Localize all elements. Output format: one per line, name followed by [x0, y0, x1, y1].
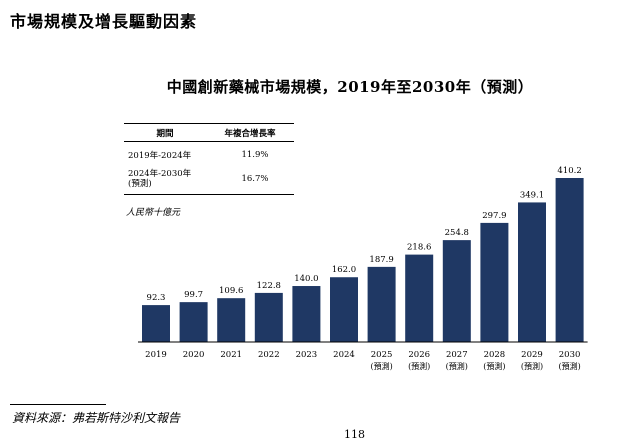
cagr-period: 2024年-2030年 (預測) — [128, 169, 192, 189]
x-tick-forecast-label: (預測) — [558, 361, 580, 371]
x-tick-label: 2019 — [145, 350, 167, 360]
bar — [254, 292, 283, 342]
x-tick-label: 2027 — [446, 350, 468, 360]
cagr-row: 2024年-2030年 (預測) 16.7% — [124, 164, 294, 194]
x-tick-label: 2021 — [220, 350, 242, 360]
bar-value-label: 140.0 — [294, 274, 318, 284]
bar-value-label: 187.9 — [369, 255, 393, 265]
x-tick-label: 2026 — [408, 350, 430, 360]
page-number: 118 — [344, 428, 365, 441]
bar-value-label: 162.0 — [332, 265, 356, 275]
chart-title: 中國創新藥械市場規模，2019年至2030年（預測） — [166, 78, 534, 96]
x-tick-forecast-label: (預測) — [521, 361, 543, 371]
cagr-value: 11.9% — [241, 150, 269, 160]
bar — [367, 266, 396, 342]
bar-value-label: 297.9 — [482, 211, 506, 221]
x-tick-label: 2030 — [559, 350, 581, 360]
cagr-header-period: 期間 — [156, 128, 174, 139]
x-tick-label: 2023 — [296, 350, 318, 360]
x-tick-label: 2020 — [183, 350, 205, 360]
section-title: 市場規模及增長驅動因素 — [10, 12, 198, 31]
bar — [405, 254, 434, 342]
x-tick-forecast-label: (預測) — [408, 361, 430, 371]
bar — [555, 178, 584, 342]
cagr-table: 期間 年複合增長率 2019年-2024年 11.9% 2024年-2030年 … — [124, 123, 294, 195]
cagr-table-header: 期間 年複合增長率 — [124, 124, 294, 142]
bar — [179, 302, 208, 342]
x-tick-label: 2024 — [333, 350, 355, 360]
bar-value-label: 109.6 — [219, 286, 243, 296]
x-tick-forecast-label: (預測) — [483, 361, 505, 371]
cagr-row: 2019年-2024年 11.9% — [124, 146, 294, 164]
bar — [518, 202, 546, 342]
bar-value-label: 92.3 — [147, 293, 166, 303]
source-note: 資料來源：弗若斯特沙利文報告 — [12, 411, 181, 425]
bar-value-label: 218.6 — [407, 243, 431, 253]
cagr-header-rate: 年複合增長率 — [224, 128, 276, 139]
x-tick-label: 2028 — [484, 350, 506, 360]
bar-value-label: 99.7 — [184, 290, 203, 300]
bar — [292, 286, 321, 342]
bar — [480, 222, 509, 342]
source-divider — [10, 404, 106, 405]
x-tick-forecast-label: (預測) — [370, 361, 392, 371]
bar — [330, 277, 358, 342]
y-axis-unit-label: 人民幣十億元 — [126, 208, 181, 218]
bar-value-label: 349.1 — [520, 190, 544, 200]
bar — [442, 240, 471, 342]
bar-value-label: 254.8 — [445, 228, 469, 238]
x-tick-forecast-label: (預測) — [446, 361, 468, 371]
cagr-period: 2019年-2024年 — [128, 151, 192, 161]
cagr-value: 16.7% — [241, 174, 269, 184]
x-tick-label: 2025 — [371, 350, 393, 360]
bar — [217, 298, 246, 342]
bar-value-label: 410.2 — [557, 166, 581, 176]
x-tick-label: 2029 — [521, 350, 543, 360]
x-tick-label: 2022 — [258, 350, 280, 360]
bar-value-label: 122.8 — [257, 281, 281, 291]
bar — [142, 305, 170, 342]
